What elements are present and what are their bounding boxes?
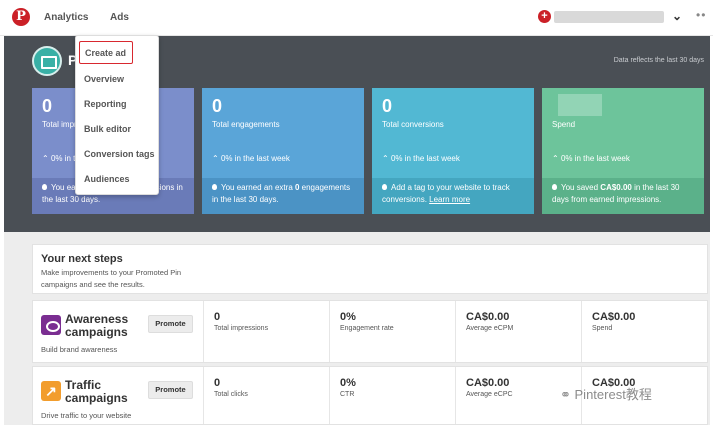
pinterest-logo-icon[interactable]: P [12,8,30,26]
account-badge-icon[interactable]: + [538,10,551,23]
campaign-desc: Drive traffic to your website [41,411,132,420]
stat-change: ⌃ 0% in the last week [382,154,460,163]
next-steps-header: Your next steps Make improvements to you… [32,244,708,294]
nav-analytics[interactable]: Analytics [44,12,89,23]
lightbulb-icon [42,184,47,190]
metric-impressions: 0 Total impressions [203,301,329,362]
menu-item-audiences[interactable]: Audiences [84,174,130,184]
stat-card-conversions[interactable]: 0 Total conversions ⌃ 0% in the last wee… [372,88,534,214]
next-steps-title: Your next steps [41,253,123,265]
campaign-name: Traffic campaigns [65,378,128,405]
nav-ads[interactable]: Ads [110,12,129,23]
campaign-row-traffic: ↗ Traffic campaigns Drive traffic to you… [32,366,708,425]
stat-value: 0 [382,96,393,116]
stat-tip: Add a tag to your website to track conve… [372,178,534,214]
watermark: ⚭ Pinterest教程 [560,387,652,402]
next-steps-subtitle: Make improvements to your Promoted Pin c… [41,268,182,289]
metric-spend: CA$0.00 Spend [581,301,709,362]
promote-button[interactable]: Promote [148,315,193,333]
promote-button[interactable]: Promote [148,381,193,399]
stat-tip: You saved CA$0.00 in the last 30 days fr… [542,178,704,214]
stat-change: ⌃ 0% in the last week [212,154,290,163]
menu-item-reporting[interactable]: Reporting [84,99,127,109]
profile-avatar [32,46,62,76]
arrow-up-right-icon: ↗ [41,381,61,401]
account-name-redacted[interactable] [554,11,664,23]
metric-ecpm: CA$0.00 Average eCPM [455,301,581,362]
campaign-name: Awareness campaigns [65,312,129,339]
campaign-desc: Build brand awareness [41,345,118,354]
menu-item-create-ad[interactable]: Create ad [79,41,133,64]
stat-value: 0 [42,96,53,116]
metric-clicks: 0 Total clicks [203,367,329,424]
stat-card-engagements[interactable]: 0 Total engagements ⌃ 0% in the last wee… [202,88,364,214]
learn-more-link[interactable]: Learn more [429,195,471,204]
stat-change: ⌃ 0% in the last week [552,154,630,163]
data-range-note: Data reflects the last 30 days [613,57,704,64]
menu-item-conversion-tags[interactable]: Conversion tags [84,149,155,159]
eye-icon [41,315,61,335]
stat-card-spend[interactable]: Spend ⌃ 0% in the last week You saved CA… [542,88,704,214]
metric-ecpc: CA$0.00 Average eCPC [455,367,581,424]
more-options-icon[interactable]: •• [696,8,707,22]
stat-tip: You earned an extra 0 engagements in the… [202,178,364,214]
campaign-row-awareness: Awareness campaigns Build brand awarenes… [32,300,708,363]
stat-label: Total engagements [212,120,280,129]
chevron-down-icon[interactable]: ⌄ [672,9,683,23]
spend-value-redacted [558,94,602,116]
stat-label: Total conversions [382,120,444,129]
lightbulb-icon [382,184,387,190]
stat-label: Total impressions [42,120,104,129]
lightbulb-icon [552,184,557,190]
lightbulb-icon [212,184,217,190]
menu-item-bulk-editor[interactable]: Bulk editor [84,124,132,134]
metric-spend: CA$0.00 [581,367,709,424]
stat-value: 0 [212,96,223,116]
metric-ctr: 0% CTR [329,367,455,424]
ads-dropdown-menu: Create ad Overview Reporting Bulk editor… [75,35,159,195]
stat-label: Spend [552,120,576,129]
metric-engagement-rate: 0% Engagement rate [329,301,455,362]
menu-item-overview[interactable]: Overview [84,74,125,84]
top-nav: P Analytics Ads + ⌄ •• [0,0,713,36]
